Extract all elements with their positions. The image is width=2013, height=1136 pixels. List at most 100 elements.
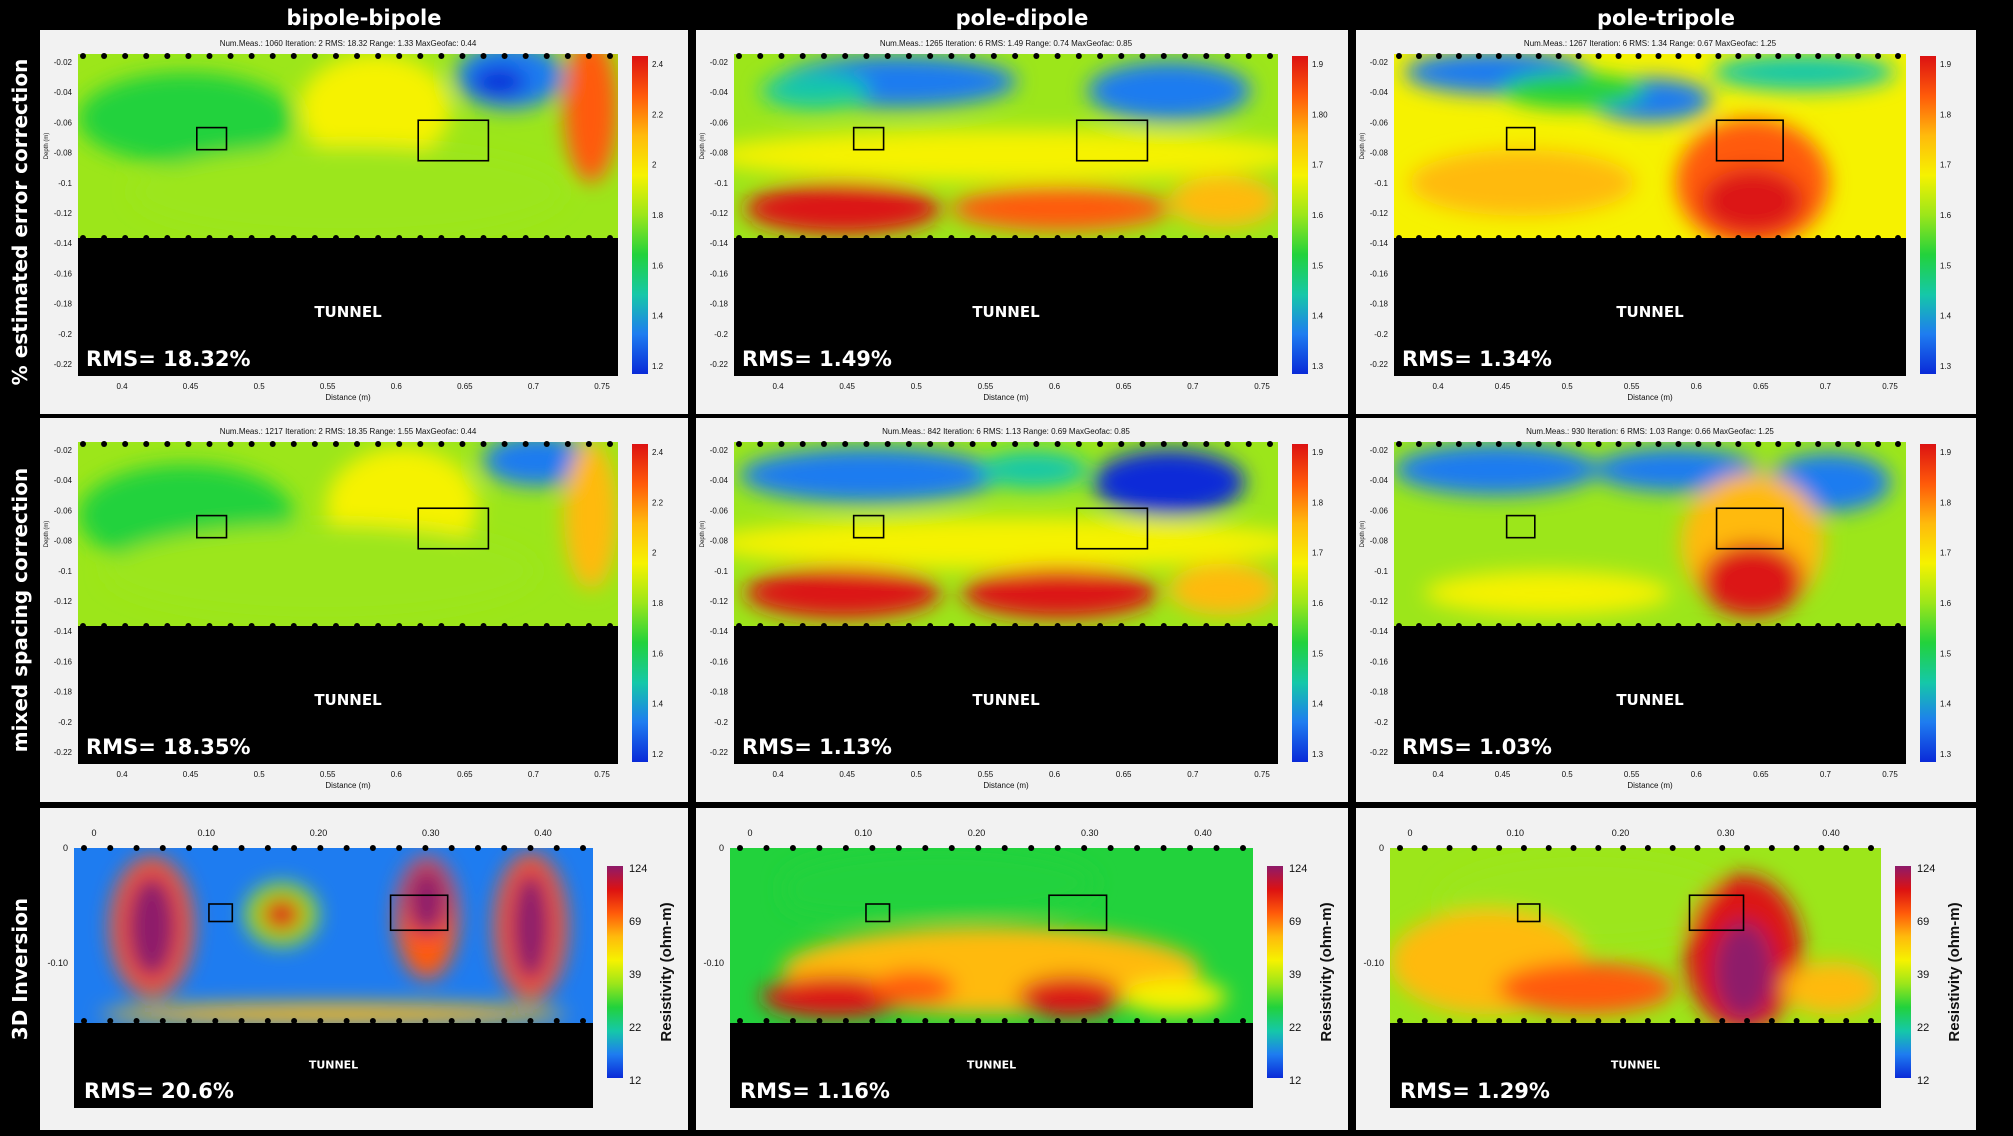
electrode-marker — [122, 441, 129, 447]
x-tick: 0.20 — [968, 828, 986, 838]
electrode-marker — [564, 235, 571, 241]
depth-tick: -0.16 — [54, 657, 73, 666]
electrode-marker — [1160, 235, 1167, 241]
electrode-marker — [737, 845, 743, 851]
electrode-marker — [1695, 53, 1702, 59]
resistivity-anomaly — [78, 72, 294, 165]
depth-tick: -0.04 — [54, 476, 73, 485]
depth-tick: -0.14 — [710, 627, 729, 636]
electrode-marker — [522, 623, 529, 629]
depth-tick: -0.18 — [1370, 300, 1389, 309]
depth-axis-label: Depth (m) — [1360, 133, 1366, 160]
resistivity-anomaly — [962, 567, 1159, 619]
resistivity-anomaly — [1122, 979, 1227, 1015]
electrode-marker — [1695, 441, 1702, 447]
electrode-marker — [1054, 845, 1061, 851]
electrode-marker — [522, 235, 529, 241]
electrode-marker — [501, 53, 508, 59]
electrode-marker — [1421, 1018, 1428, 1024]
electrode-marker — [1875, 53, 1882, 59]
electrode-marker — [1075, 235, 1082, 241]
electrode-marker — [1139, 441, 1146, 447]
small-target-box — [865, 903, 891, 923]
distance-tick: 0.7 — [528, 770, 540, 779]
electrode-marker — [1635, 53, 1642, 59]
electrode-marker — [80, 53, 86, 59]
distance-tick: 0.7 — [1820, 382, 1832, 391]
depth-tick: -0.06 — [1370, 506, 1389, 515]
electrode-marker — [1240, 845, 1246, 851]
depth-tick: -0.04 — [710, 476, 729, 485]
electrode-marker — [778, 235, 785, 241]
distance-axis-label: Distance (m) — [983, 393, 1029, 402]
electrode-marker — [396, 623, 403, 629]
electrode-marker — [1118, 53, 1125, 59]
electrode-marker — [816, 1018, 823, 1024]
electrode-marker — [1694, 845, 1701, 851]
electrode-marker — [585, 53, 592, 59]
resistivity-anomaly — [125, 874, 178, 980]
distance-tick: 0.75 — [1882, 770, 1898, 779]
electrode-marker — [927, 53, 934, 59]
electrode-marker — [927, 623, 934, 629]
colorbar-tick: 1.3 — [1940, 750, 1952, 759]
rms-value: RMS= 18.32% — [86, 347, 251, 371]
electrode-marker — [1267, 441, 1273, 447]
colorbar-label: Resistivity (ohm-m) — [658, 902, 675, 1041]
section-plot: TUNNEL RMS= 1.49% Num.Meas.: 1265 Iteratio… — [700, 39, 1328, 402]
electrode-marker — [1744, 845, 1751, 851]
depth-tick: -0.2 — [714, 330, 728, 339]
electrode-marker — [1719, 845, 1726, 851]
depth-tick: -0.08 — [1370, 149, 1389, 158]
distance-tick: 0.55 — [1624, 770, 1640, 779]
electrode-marker — [369, 845, 376, 851]
resistivity-anomaly — [1498, 961, 1675, 1015]
electrode-marker — [1835, 53, 1842, 59]
colorbar-tick: 39 — [629, 969, 641, 981]
electrode-marker — [107, 1018, 114, 1024]
colorbar-tick: 69 — [1289, 916, 1301, 928]
electrode-marker — [1675, 623, 1682, 629]
electrode-marker — [1535, 53, 1542, 59]
electrode-marker — [969, 235, 976, 241]
electrode-marker — [1455, 623, 1462, 629]
y-tick: -0.10 — [47, 958, 68, 968]
panel-pole-tripole-mixed: TUNNEL RMS= 1.03% Num.Meas.: 930 Iteration… — [1356, 418, 1976, 802]
colorbar-tick: 1.6 — [1940, 599, 1952, 608]
electrode-marker — [948, 623, 955, 629]
electrode-marker — [1855, 53, 1862, 59]
electrode-marker — [1694, 1018, 1701, 1024]
electrode-marker — [1160, 53, 1167, 59]
panel-pole-tripole-error: TUNNEL RMS= 1.34% Num.Meas.: 1267 Iteratio… — [1356, 30, 1976, 414]
electrode-marker — [975, 845, 982, 851]
electrode-marker — [1595, 235, 1602, 241]
electrode-marker — [291, 845, 298, 851]
depth-tick: -0.16 — [710, 269, 729, 278]
depth-tick: -0.2 — [58, 330, 72, 339]
electrode-marker — [238, 1018, 245, 1024]
distance-tick: 0.65 — [457, 770, 473, 779]
electrode-marker — [1675, 441, 1682, 447]
rms-value: RMS= 1.29% — [1400, 1079, 1550, 1103]
electrode-marker — [1868, 1018, 1874, 1024]
electrode-marker — [763, 1018, 770, 1024]
colorbar — [1267, 866, 1283, 1078]
electrode-marker — [922, 1018, 929, 1024]
depth-tick: -0.12 — [710, 597, 729, 606]
depth-tick: -0.1 — [714, 179, 728, 188]
electrode-marker — [1203, 623, 1210, 629]
electrode-marker — [343, 1018, 350, 1024]
resistivity-anomaly — [564, 442, 618, 590]
resistivity-section — [730, 848, 1253, 1023]
electrode-marker — [1033, 623, 1040, 629]
electrode-marker — [1795, 235, 1802, 241]
electrode-marker — [1575, 235, 1582, 241]
colorbar-tick: 1.5 — [1940, 649, 1952, 658]
electrode-marker — [143, 441, 150, 447]
electrode-marker — [1755, 441, 1762, 447]
electrode-marker — [212, 845, 219, 851]
electrode-marker — [1818, 1018, 1825, 1024]
electrode-marker — [396, 235, 403, 241]
resistivity-anomaly — [1711, 54, 1896, 91]
distance-tick: 0.4 — [1432, 770, 1444, 779]
